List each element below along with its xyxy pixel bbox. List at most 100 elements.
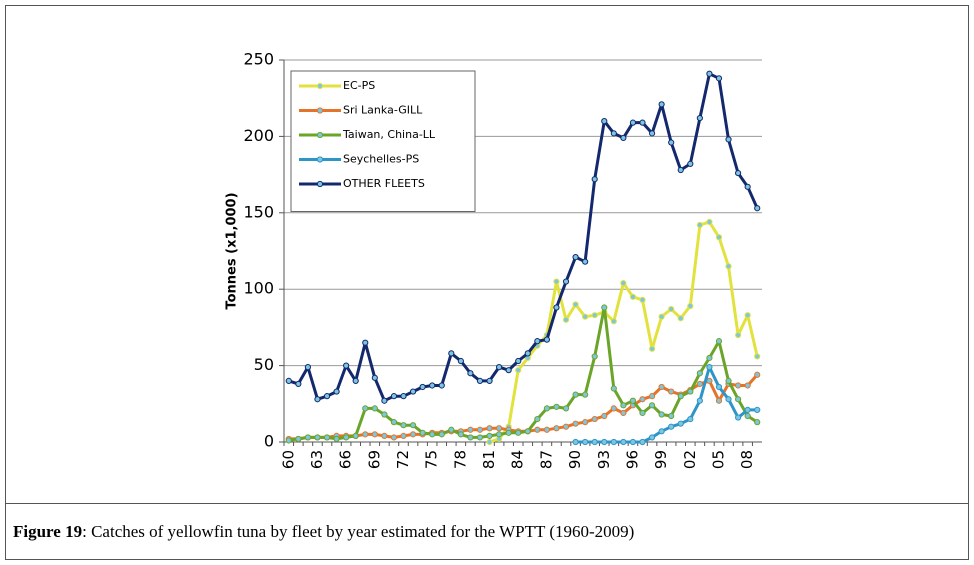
- data-point: [668, 423, 675, 430]
- data-point: [725, 377, 732, 384]
- data-point: [639, 438, 646, 446]
- data-point: [620, 402, 627, 409]
- data-point: [601, 438, 608, 446]
- data-point: [314, 396, 321, 403]
- y-tick-label: 0: [264, 432, 274, 451]
- data-point: [486, 377, 493, 384]
- data-point: [562, 316, 570, 323]
- data-point: [629, 293, 637, 300]
- y-tick-label: 50: [254, 355, 274, 374]
- data-point: [323, 393, 331, 400]
- data-point: [610, 318, 617, 325]
- data-point: [687, 302, 694, 310]
- data-point: [658, 313, 665, 320]
- data-point: [601, 304, 608, 311]
- data-point: [629, 397, 637, 404]
- data-point: [295, 435, 302, 443]
- data-point: [553, 425, 560, 432]
- data-point: [505, 367, 512, 374]
- x-tick-label: 81: [480, 450, 498, 469]
- data-point: [543, 405, 551, 412]
- data-point: [620, 134, 627, 142]
- data-point: [496, 431, 503, 438]
- figure-frame: [5, 5, 969, 560]
- data-point: [715, 338, 723, 345]
- data-point: [706, 364, 713, 371]
- data-point: [591, 312, 598, 319]
- data-point: [572, 420, 579, 427]
- data-point: [467, 434, 474, 441]
- data-point: [601, 118, 608, 125]
- data-point: [457, 357, 464, 365]
- data-point: [314, 434, 321, 441]
- data-point: [687, 160, 694, 168]
- data-point: [371, 374, 378, 381]
- y-tick-label: 100: [243, 279, 274, 298]
- data-point: [725, 396, 732, 403]
- data-point: [448, 426, 455, 433]
- data-point: [419, 429, 426, 436]
- data-point: [696, 221, 703, 229]
- data-point: [476, 426, 484, 433]
- data-point: [715, 75, 723, 82]
- data-point: [486, 438, 493, 446]
- y-tick-label: 150: [243, 202, 274, 221]
- data-point: [390, 419, 398, 426]
- legend-marker: [316, 131, 324, 139]
- data-point: [429, 382, 436, 389]
- data-point: [400, 422, 407, 429]
- data-point: [648, 434, 656, 441]
- x-tick-label: 08: [738, 450, 756, 469]
- data-point: [371, 431, 378, 438]
- data-point: [323, 434, 331, 441]
- legend-marker: [316, 156, 324, 163]
- data-point: [754, 371, 761, 378]
- separator: [5, 503, 969, 504]
- x-tick-label: 78: [451, 450, 469, 469]
- data-point: [582, 419, 589, 426]
- legend-label: Seychelles-PS: [343, 153, 419, 166]
- x-tick-label: 84: [509, 450, 527, 469]
- legend-label: Sri Lanka-GILL: [343, 104, 423, 117]
- data-point: [362, 431, 369, 438]
- data-point: [457, 431, 464, 438]
- data-point: [754, 205, 761, 212]
- data-point: [706, 377, 713, 384]
- x-tick-label: 93: [595, 450, 613, 469]
- legend-box: [290, 70, 476, 212]
- data-point: [400, 432, 407, 439]
- data-point: [515, 429, 522, 436]
- x-tick-label: 96: [623, 450, 641, 469]
- data-point: [677, 315, 684, 322]
- data-point: [400, 393, 407, 400]
- legend-marker: [316, 107, 324, 114]
- data-point: [543, 336, 551, 343]
- data-point: [668, 412, 675, 420]
- data-point: [390, 393, 398, 400]
- data-point: [629, 438, 637, 446]
- data-point: [715, 397, 723, 404]
- y-tick-label: 200: [243, 126, 274, 145]
- legend-marker: [316, 82, 324, 90]
- data-point: [409, 431, 417, 438]
- legend-label: OTHER FLEETS: [343, 177, 425, 190]
- data-point: [735, 414, 742, 421]
- data-point: [285, 437, 292, 444]
- x-tick-label: 72: [394, 450, 412, 469]
- legend-label: Taiwan, China-LL: [342, 128, 436, 141]
- data-point: [706, 70, 713, 77]
- data-point: [620, 279, 627, 287]
- x-tick-label: 75: [423, 450, 441, 469]
- x-tick-label: 99: [652, 450, 670, 469]
- data-point: [735, 169, 742, 177]
- data-point: [553, 278, 560, 285]
- x-tick-label: 02: [681, 450, 699, 469]
- data-point: [744, 183, 751, 190]
- caption-text: : Catches of yellowfin tuna by fleet by …: [82, 522, 635, 541]
- data-point: [352, 377, 359, 384]
- data-point: [668, 305, 675, 313]
- data-point: [591, 353, 598, 360]
- data-point: [744, 406, 751, 414]
